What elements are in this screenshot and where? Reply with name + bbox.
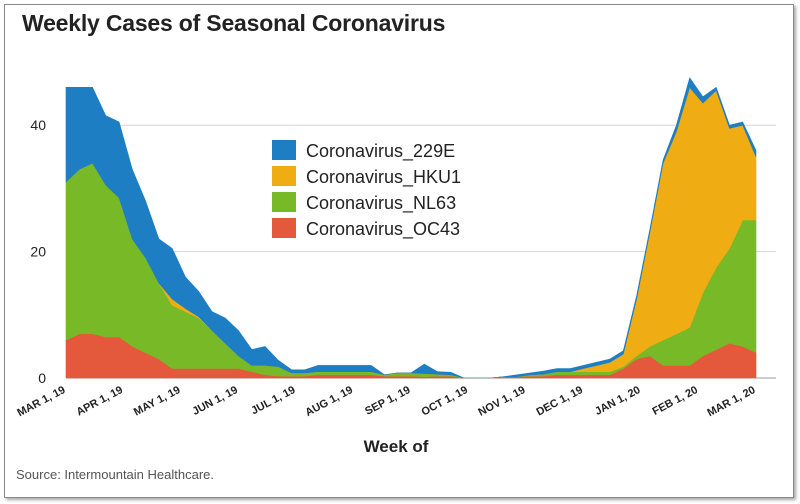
- chart-title: Weekly Cases of Seasonal Coronavirus: [22, 10, 446, 36]
- area-layer: [65, 77, 757, 379]
- x-tick-label: MAR 1, 20: [705, 384, 757, 419]
- x-tick-label: JUN 1, 19: [191, 384, 240, 418]
- x-tick-label: MAR 1, 19: [15, 384, 67, 419]
- x-tick-label: DEC 1, 19: [534, 384, 584, 418]
- y-tick-label-0: 0: [38, 370, 46, 386]
- x-tick-label: NOV 1, 19: [476, 384, 527, 419]
- x-tick-label: APR 1, 19: [74, 384, 124, 418]
- area-coronavirus-229e: [65, 77, 757, 379]
- x-tick-label: OCT 1, 19: [419, 384, 469, 418]
- axis-layer: MAR 1, 19 APR 1, 19 MAY 1, 19 JUN 1, 19 JUL …: [15, 384, 757, 419]
- legend-label-coronavirus-nl63: Coronavirus_NL63: [306, 193, 456, 214]
- legend-label-coronavirus-hku1: Coronavirus_HKU1: [306, 167, 461, 188]
- legend: Coronavirus_229E Coronavirus_HKU1 Coronavi…: [272, 140, 461, 240]
- legend-swatch-coronavirus-nl63: [272, 192, 296, 212]
- x-tick-label: AUG 1, 19: [303, 384, 355, 419]
- legend-label-coronavirus-229e: Coronavirus_229E: [306, 141, 455, 162]
- x-tick-label: JUL 1, 19: [249, 384, 297, 417]
- x-tick-label: SEP 1, 19: [363, 384, 412, 418]
- x-tick-label: FEB 1, 20: [651, 384, 700, 418]
- x-axis-label: Week of: [364, 437, 429, 456]
- source-note: Source: Intermountain Healthcare.: [16, 467, 214, 482]
- x-tick-label: JAN 1, 20: [593, 384, 642, 418]
- y-tick-label-20: 20: [30, 244, 46, 260]
- legend-label-coronavirus-oc43: Coronavirus_OC43: [306, 219, 460, 240]
- legend-swatch-coronavirus-hku1: [272, 166, 296, 186]
- legend-swatch-coronavirus-oc43: [272, 218, 296, 238]
- y-tick-label-40: 40: [30, 117, 46, 133]
- x-tick-label: MAY 1, 19: [132, 384, 182, 418]
- legend-swatch-coronavirus-229e: [272, 140, 296, 160]
